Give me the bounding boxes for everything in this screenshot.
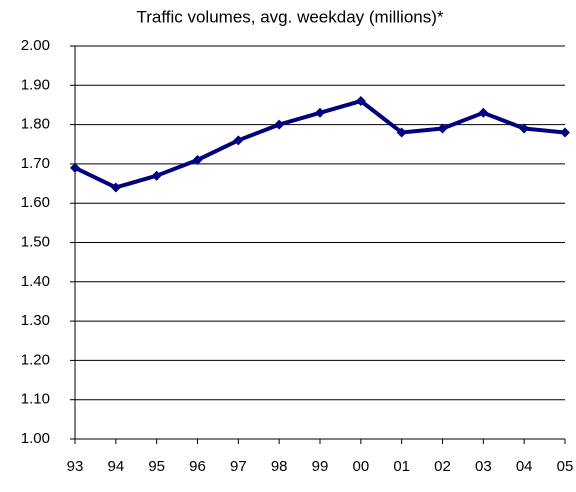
- y-tick-label: 2.00: [21, 37, 50, 54]
- x-tick-label: 03: [475, 458, 492, 475]
- point-marker: [274, 119, 285, 130]
- point-marker: [437, 123, 448, 134]
- y-tick-label: 1.00: [21, 430, 50, 447]
- point-marker: [151, 170, 162, 181]
- x-tick-label: 02: [434, 458, 451, 475]
- x-tick-label: 95: [148, 458, 165, 475]
- x-tick-label: 00: [352, 458, 369, 475]
- y-tick-label: 1.20: [21, 351, 50, 368]
- x-tick-label: 05: [557, 458, 574, 475]
- point-marker: [478, 107, 489, 118]
- x-tick-label: 94: [107, 458, 124, 475]
- point-marker: [396, 127, 407, 138]
- point-marker: [110, 182, 121, 193]
- x-tick-label: 04: [516, 458, 533, 475]
- chart-title: Traffic volumes, avg. weekday (millions)…: [136, 7, 443, 26]
- point-marker: [70, 162, 80, 173]
- x-tick-label: 97: [230, 458, 247, 475]
- point-marker: [233, 135, 244, 146]
- y-tick-label: 1.50: [21, 233, 50, 250]
- y-tick-label: 1.30: [21, 312, 50, 329]
- point-marker: [355, 96, 366, 107]
- x-tick-label: 01: [393, 458, 410, 475]
- point-marker: [560, 127, 570, 138]
- x-tick-label: 99: [312, 458, 329, 475]
- x-tick-label: 93: [67, 458, 84, 475]
- y-tick-label: 1.70: [21, 155, 50, 172]
- y-tick-label: 1.80: [21, 116, 50, 133]
- point-marker: [315, 107, 325, 118]
- y-tick-label: 1.40: [21, 273, 50, 290]
- y-tick-label: 1.90: [21, 76, 50, 93]
- point-marker: [519, 123, 530, 134]
- x-tick-label: 96: [189, 458, 206, 475]
- y-tick-label: 1.60: [21, 194, 50, 211]
- x-tick-label: 98: [271, 458, 288, 475]
- y-tick-label: 1.10: [21, 391, 50, 408]
- point-marker: [192, 154, 203, 165]
